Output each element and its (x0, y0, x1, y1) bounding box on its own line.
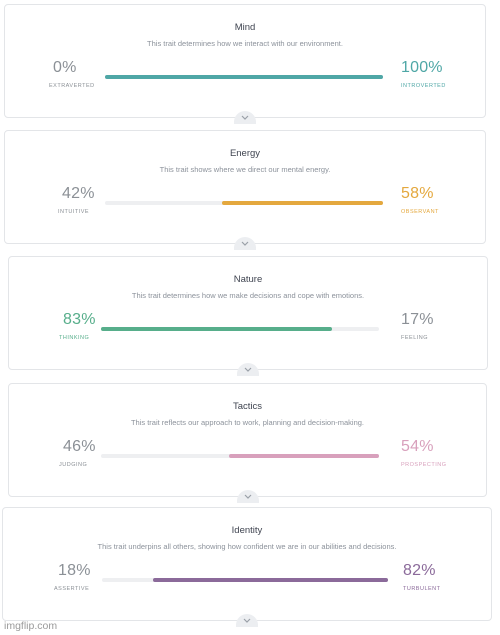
trait-card-nature[interactable]: Nature This trait determines how we make… (8, 256, 488, 376)
right-percent: 17% (401, 311, 434, 328)
right-percent: 100% (401, 59, 443, 76)
left-percent: 0% (53, 59, 77, 76)
chevron-down-icon (241, 241, 249, 246)
trait-description: This trait reflects our approach to work… (130, 418, 365, 427)
chevron-down-icon (243, 618, 251, 623)
trait-description: This trait determines how we interact wi… (147, 39, 343, 48)
left-percent: 46% (63, 438, 96, 455)
trait-card-identity[interactable]: Identity This trait underpins all others… (2, 507, 492, 627)
right-label: INTROVERTED (401, 83, 446, 89)
left-percent: 42% (62, 185, 95, 202)
right-percent: 58% (401, 185, 434, 202)
trait-card-mind[interactable]: Mind This trait determines how we intera… (4, 4, 486, 124)
right-percent: 54% (401, 438, 434, 455)
trait-bar-track (105, 201, 383, 205)
chevron-down-icon (244, 494, 251, 499)
right-label: PROSPECTING (401, 462, 447, 468)
imgflip-watermark: imgflip.com (4, 620, 58, 632)
right-label: OBSERVANT (401, 209, 439, 215)
trait-bar-fill (105, 75, 383, 79)
expand-chevron[interactable] (234, 237, 256, 250)
left-percent: 83% (63, 311, 96, 328)
expand-chevron[interactable] (236, 490, 259, 503)
expand-chevron[interactable] (237, 363, 259, 376)
trait-bar-track (102, 578, 388, 582)
trait-title: Nature (233, 274, 263, 285)
chevron-down-icon (241, 115, 249, 120)
trait-title: Energy (229, 148, 261, 159)
trait-card-energy[interactable]: Energy This trait shows where we direct … (4, 130, 486, 250)
right-percent: 82% (403, 562, 436, 579)
left-label: THINKING (59, 335, 90, 341)
trait-bar-track (101, 327, 379, 331)
trait-bar-fill (153, 578, 388, 582)
right-label: TURBULENT (403, 586, 441, 592)
trait-title: Tactics (232, 401, 263, 412)
expand-chevron[interactable] (234, 111, 256, 124)
trait-card-tactics[interactable]: Tactics This trait reflects our approach… (8, 383, 487, 503)
left-label: JUDGING (59, 462, 88, 468)
trait-description: This trait underpins all others, showing… (97, 542, 397, 551)
trait-description: This trait determines how we make decisi… (131, 291, 365, 300)
trait-title: Mind (234, 22, 256, 33)
right-label: FEELING (401, 335, 429, 341)
left-label: EXTRAVERTED (49, 83, 95, 89)
trait-bar-track (105, 75, 383, 79)
trait-title: Identity (231, 525, 263, 536)
left-label: ASSERTIVE (54, 586, 90, 592)
trait-bar-fill (221, 201, 383, 205)
left-label: INTUITIVE (58, 209, 90, 215)
chevron-down-icon (244, 367, 252, 372)
expand-chevron[interactable] (236, 614, 258, 627)
trait-bar-fill (101, 327, 332, 331)
left-percent: 18% (58, 562, 91, 579)
trait-bar-track (101, 454, 379, 458)
trait-description: This trait shows where we direct our men… (159, 165, 331, 174)
trait-bar-fill (228, 454, 379, 458)
